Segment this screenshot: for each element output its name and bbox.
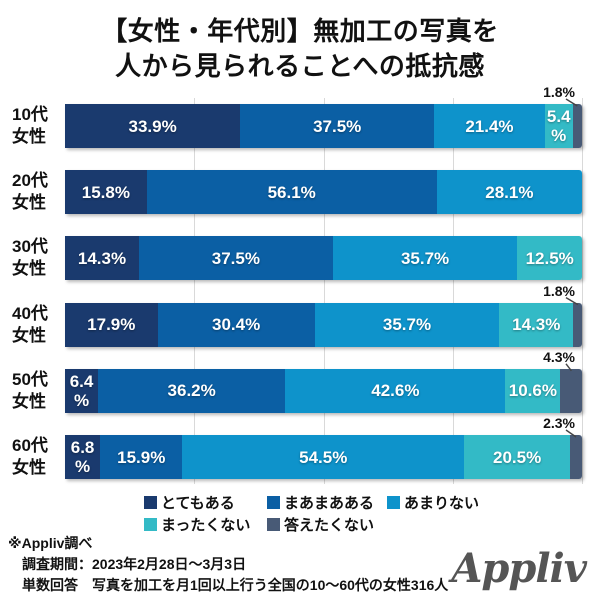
page-title: 【女性・年代別】無加工の写真を 人から見られることへの抵抗感 — [0, 14, 600, 84]
bar-segment: 56.1% — [146, 170, 437, 215]
legend-item: まあまあある — [267, 492, 374, 513]
legend-item: とてもある — [144, 492, 235, 513]
callout-label: 1.8% — [543, 84, 575, 100]
category-label: 30代 女性 — [12, 237, 48, 279]
stacked-bar-row: 14.3% 37.5% 35.7% 12.5% — [65, 236, 582, 281]
legend-label: まあまあある — [284, 495, 375, 512]
bar-segment: 36.2% — [98, 368, 286, 413]
segment-value-label: 12.5% — [525, 248, 574, 268]
gridline — [323, 98, 325, 484]
segment-value-label: 10.6% — [508, 381, 557, 401]
bar-segment — [560, 368, 582, 413]
segment-value-label: 56.1% — [267, 182, 316, 202]
segment-value-label: 36.2% — [167, 381, 216, 401]
callout-label: 4.3% — [543, 348, 575, 365]
legend-item: まったくない — [144, 514, 250, 535]
bar-segment: 15.8% — [65, 170, 147, 215]
segment-value-label: 33.9% — [128, 116, 177, 136]
bar-segment: 42.6% — [285, 368, 506, 413]
segment-value-label: 17.9% — [87, 315, 136, 335]
bar-segment: 14.3% — [499, 302, 574, 347]
bar-segment: 30.4% — [157, 302, 315, 347]
bar-segment: 35.7% — [332, 236, 518, 281]
bar-segment: 5.4% — [544, 104, 573, 148]
legend-swatch — [144, 518, 157, 531]
callout-label: 1.8% — [543, 282, 575, 299]
gridline — [194, 98, 196, 484]
category-label: 60代 女性 — [12, 436, 48, 477]
footnote-source: ※Appliv調べ — [8, 535, 93, 551]
bar-segment: 6.8% — [65, 435, 101, 479]
bar-segment: 15.9% — [100, 435, 183, 479]
segment-value-label: 54.5% — [299, 447, 348, 467]
stacked-bar-row: 33.9% 37.5% 21.4% 5.4% — [65, 104, 582, 148]
bar-segment: 33.9% — [65, 104, 241, 148]
segment-value-label: 14.3% — [77, 248, 127, 268]
bar-segment: 14.3% — [65, 236, 139, 281]
legend-swatch — [144, 496, 157, 509]
segment-value-label: 20.5% — [493, 447, 542, 467]
segment-value-label: 15.8% — [81, 182, 130, 202]
legend-swatch — [387, 496, 400, 509]
category-label: 20代 女性 — [12, 171, 48, 213]
bar-segment: 10.6% — [505, 368, 561, 413]
category-label: 40代 女性 — [12, 303, 48, 345]
bar-segment — [572, 104, 582, 148]
bar-segment: 6.4% — [65, 368, 99, 413]
segment-value-label: 37.5% — [211, 248, 260, 268]
bar-segment: 17.9% — [65, 302, 158, 347]
legend-label: あまりない — [404, 495, 480, 512]
footnote-period: 調査期間：2023年2月28日〜3月3日 — [22, 556, 247, 572]
segment-value-label: 14.3% — [512, 315, 561, 335]
bar-segment: 28.1% — [436, 170, 582, 215]
gridline — [452, 98, 454, 484]
legend-item: あまりない — [387, 492, 479, 513]
segment-value-label: 15.9% — [117, 447, 166, 467]
bar-segment: 35.7% — [314, 302, 500, 347]
callout-label: 2.3% — [543, 415, 575, 431]
segment-value-label: 6.8% — [70, 438, 95, 476]
legend-swatch — [267, 496, 280, 509]
segment-value-label: 5.4% — [546, 107, 571, 145]
category-label: 10代 女性 — [12, 105, 48, 146]
legend-label: 答えたくない — [284, 517, 375, 534]
bar-segment — [573, 302, 582, 347]
page-title-line2: 人から見られることへの抵抗感 — [115, 51, 485, 81]
segment-value-label: 6.4% — [69, 371, 94, 410]
segment-value-label: 30.4% — [212, 315, 261, 335]
segment-value-label: 35.7% — [382, 315, 432, 335]
bar-segment: 21.4% — [434, 104, 545, 148]
bar-segment: 37.5% — [138, 236, 333, 281]
segment-value-label: 35.7% — [400, 248, 450, 268]
appliv-logo: Appliv — [451, 545, 587, 592]
bar-segment: 20.5% — [464, 435, 571, 479]
legend-item: 答えたくない — [267, 514, 374, 535]
stacked-bar-row: 15.8% 56.1% 28.1% — [65, 170, 582, 215]
legend-label: まったくない — [161, 517, 251, 534]
segment-value-label: 37.5% — [313, 116, 362, 136]
gridline — [582, 98, 583, 484]
legend-swatch — [267, 518, 280, 531]
segment-value-label: 28.1% — [485, 182, 534, 202]
stacked-bar-row: 17.9% 30.4% 35.7% 14.3% — [65, 302, 582, 347]
segment-value-label: 21.4% — [465, 116, 514, 136]
bar-segment: 37.5% — [240, 104, 435, 148]
category-label: 50代 女性 — [12, 369, 48, 411]
segment-value-label: 42.6% — [371, 381, 420, 401]
stacked-bar-row: 6.4% 36.2% 42.6% 10.6% — [65, 368, 582, 413]
page-title-line1: 【女性・年代別】無加工の写真を — [101, 16, 499, 46]
stacked-bar-row: 6.8% 15.9% 54.5% 20.5% — [65, 435, 582, 479]
legend-label: とてもある — [161, 495, 235, 512]
bar-segment — [570, 435, 582, 479]
bar-segment: 54.5% — [182, 435, 465, 479]
footnote-method: 単数回答 写真を加工を月1回以上行う全国の10〜60代の女性316人 — [22, 577, 449, 593]
bar-segment: 12.5% — [517, 236, 582, 281]
